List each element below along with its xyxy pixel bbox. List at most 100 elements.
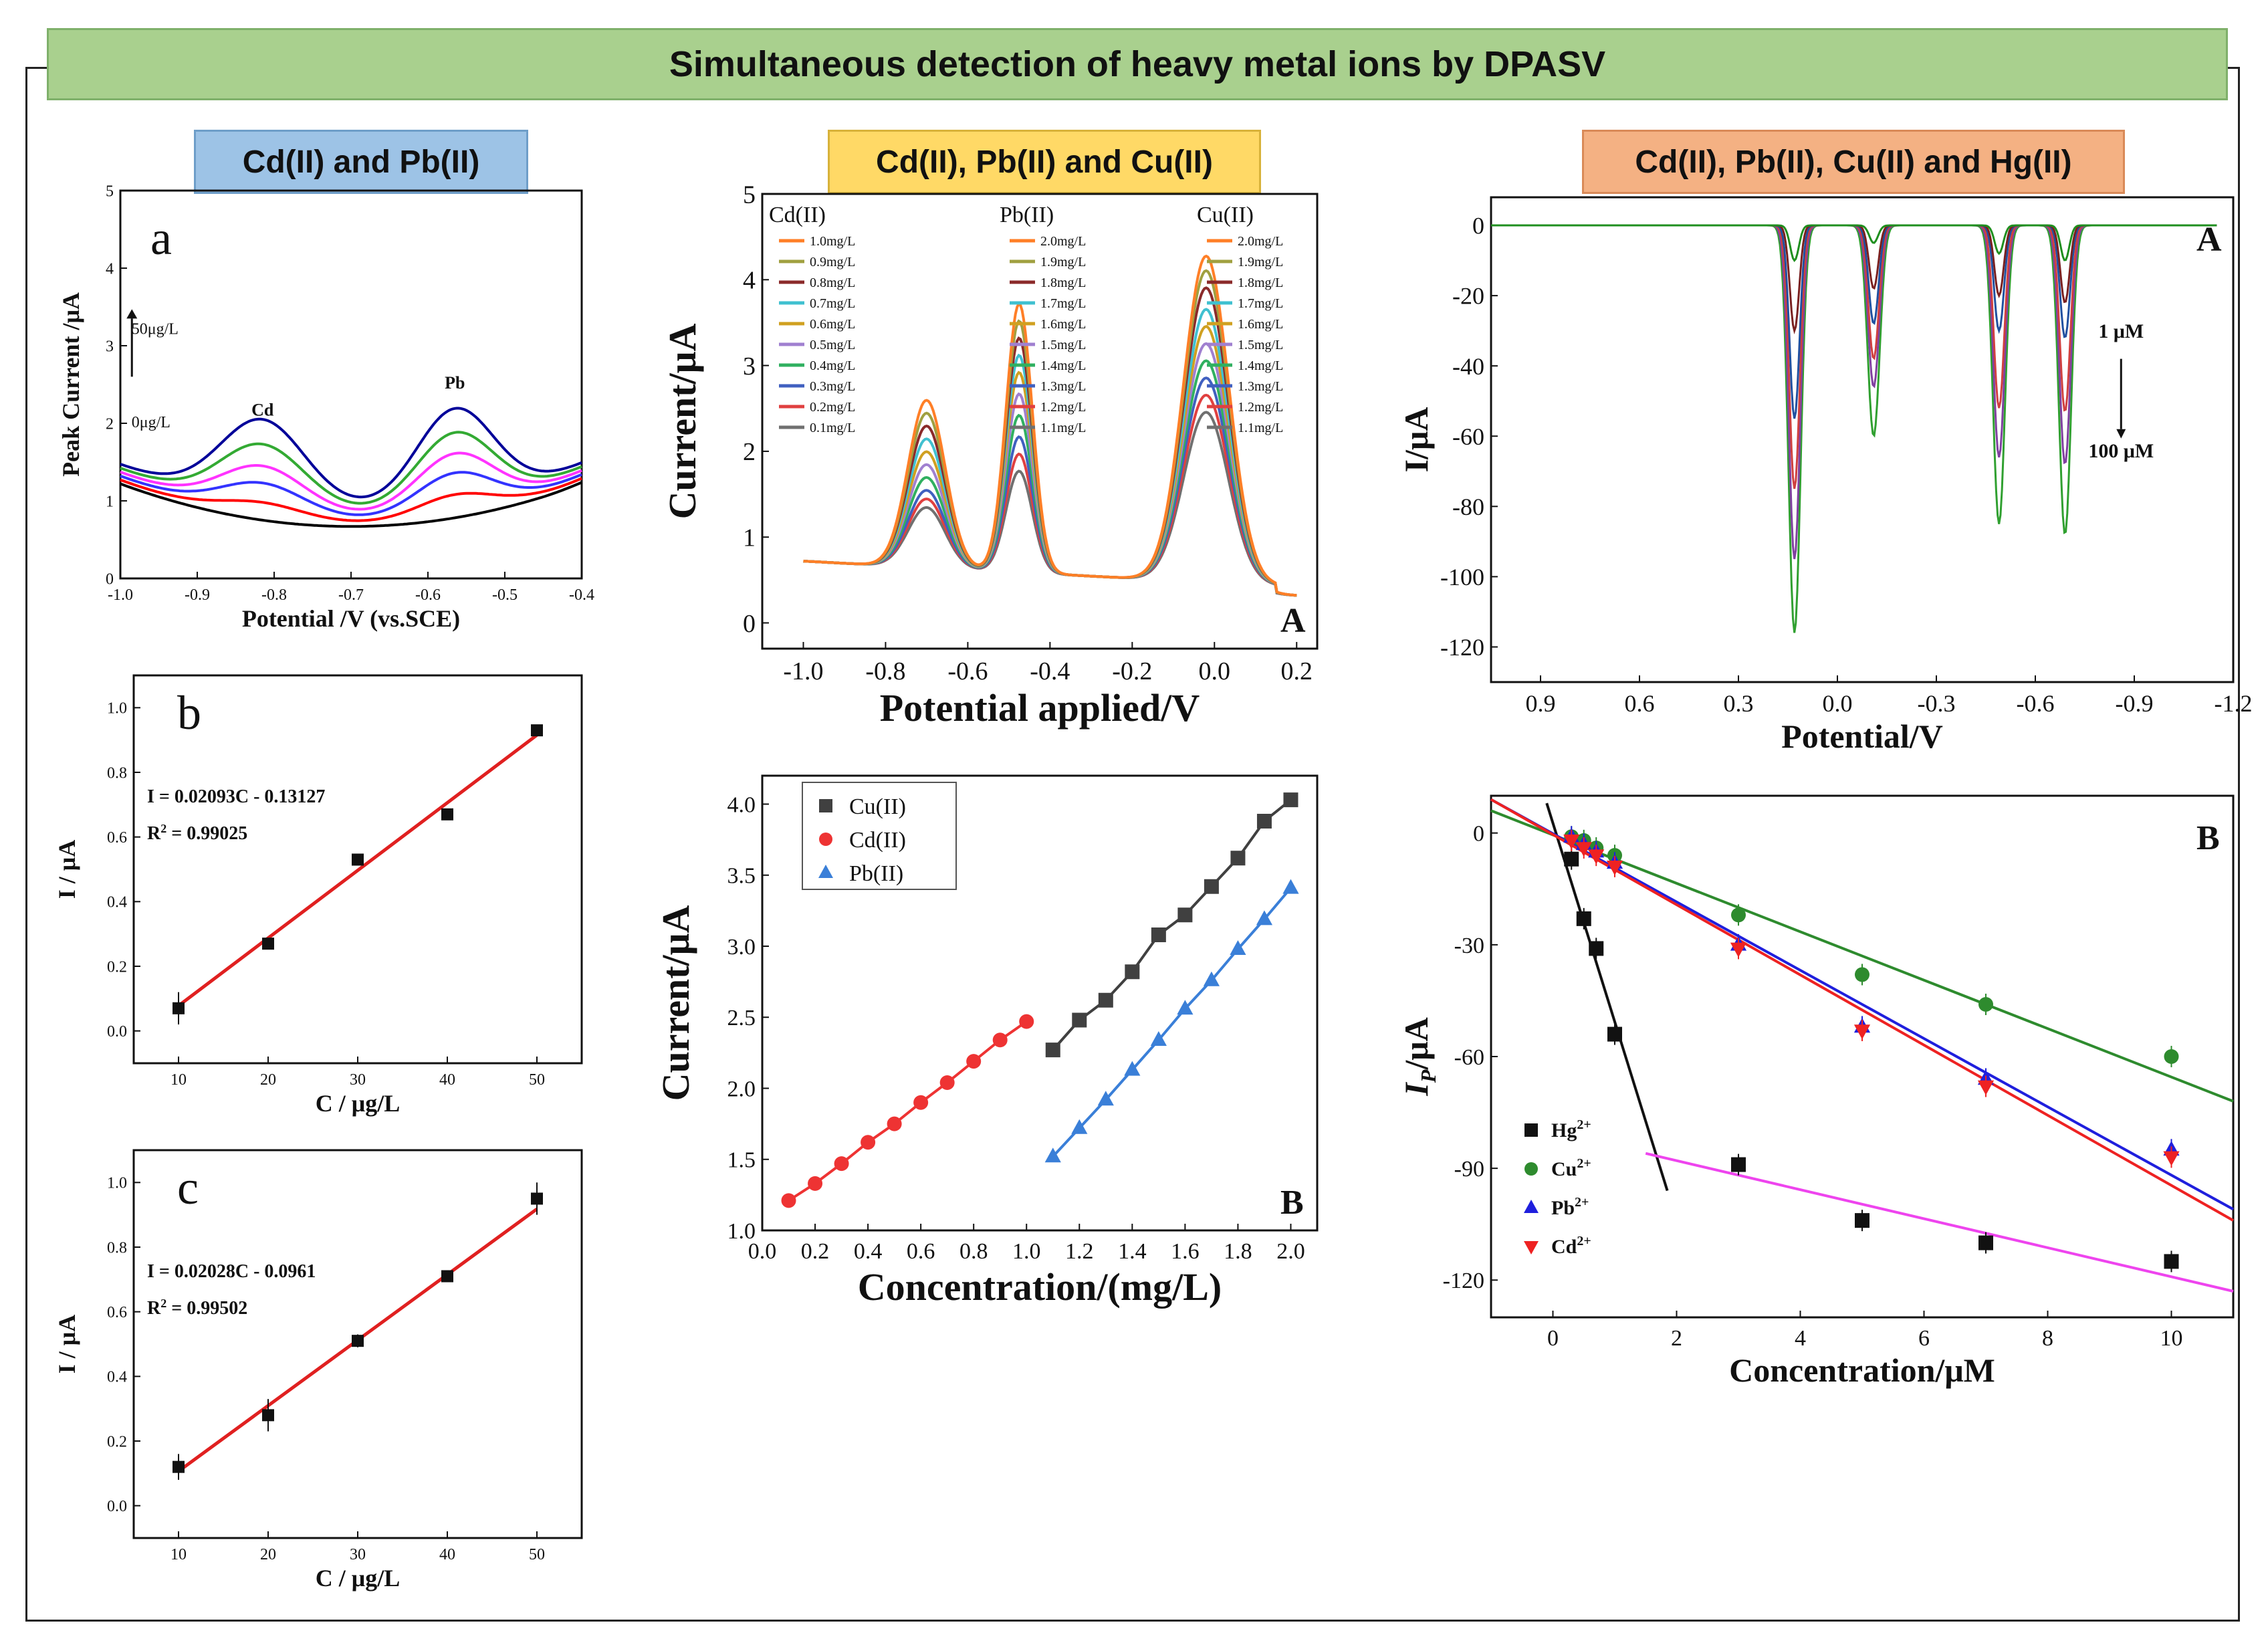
figure-title: Simultaneous detection of heavy metal io… — [47, 28, 2228, 100]
data-point — [441, 1270, 453, 1283]
data-point — [173, 1002, 185, 1014]
data-point — [262, 1409, 274, 1422]
y-tick-label: 0.4 — [107, 894, 127, 911]
legend-label: 0.6mg/L — [810, 317, 855, 332]
legend-label: 1.1mg/L — [1238, 421, 1283, 435]
data-point-Hg — [1731, 1157, 1746, 1172]
x-tick-label: -0.3 — [1918, 690, 1956, 717]
data-point-Cd — [1575, 842, 1592, 857]
y-tick-label: 0.8 — [107, 1239, 127, 1256]
data-point-Cu(II) — [1204, 879, 1219, 894]
y-axis-label: Current/μA — [654, 905, 697, 1101]
curve-30μg/L — [120, 451, 582, 511]
y-tick-label: 4 — [106, 260, 114, 278]
y-tick-label: 1.0 — [727, 1219, 756, 1244]
y-tick-label: -30 — [1454, 934, 1484, 958]
y-tick-label: 0.4 — [107, 1369, 127, 1386]
curve-0μg/L — [120, 481, 582, 528]
x-tick-label: 30 — [350, 1546, 366, 1563]
data-point-Pb(II) — [1150, 1031, 1167, 1047]
data-point — [262, 938, 274, 950]
data-point-Pb(II) — [1282, 879, 1299, 894]
data-point-Hg — [1855, 1213, 1869, 1228]
panel-label-b: b — [177, 686, 201, 740]
data-point — [441, 808, 453, 820]
legend-label: 0.7mg/L — [810, 296, 855, 311]
section-label-cd-pb-cu: Cd(II), Pb(II) and Cu(II) — [828, 130, 1261, 194]
x-tick-label: 10 — [171, 1546, 187, 1563]
legend-label: 1.5mg/L — [1238, 338, 1283, 352]
data-point-Cu — [1855, 967, 1869, 982]
section-label-cd-pb-cu-hg: Cd(II), Pb(II), Cu(II) and Hg(II) — [1582, 130, 2125, 194]
legend-label: 0.4mg/L — [810, 358, 855, 373]
legend-label: 0.5mg/L — [810, 338, 855, 352]
y-tick-label: 3 — [106, 338, 114, 355]
x-axis-label: Concentration/μM — [1729, 1351, 1995, 1389]
equation: I = 0.02093C - 0.13127 — [147, 786, 325, 807]
x-tick-label: 0.3 — [1724, 690, 1754, 717]
x-tick-label: 0.6 — [907, 1239, 935, 1264]
legend-label: 0.9mg/L — [810, 255, 855, 269]
x-tick-label: 6 — [1918, 1326, 1930, 1351]
plot-frame — [761, 774, 1319, 1232]
y-tick-label: 0.6 — [107, 1304, 127, 1321]
data-point-Cu(II) — [1125, 964, 1140, 980]
legend-label: 1.6mg/L — [1238, 317, 1283, 332]
y-tick-label: 0 — [743, 610, 756, 638]
x-tick-label: 50 — [529, 1071, 545, 1089]
y-tick-label: -40 — [1452, 353, 1484, 380]
x-tick-label: -0.7 — [338, 586, 364, 604]
y-tick-label: 4 — [743, 267, 756, 295]
data-point-Cd(II) — [887, 1116, 902, 1131]
x-axis-label: Potential applied/V — [880, 686, 1200, 730]
legend-label: 1.9mg/L — [1238, 255, 1283, 269]
x-tick-label: -1.0 — [783, 657, 823, 685]
legend-label: 0.8mg/L — [810, 276, 855, 290]
legend-header-0: Cd(II) — [769, 203, 826, 227]
x-tick-label: 0.0 — [1199, 657, 1231, 685]
data-point-Cd — [1588, 849, 1605, 865]
legend-label: 1.2mg/L — [1040, 400, 1086, 415]
data-point-Pb(II) — [1071, 1119, 1088, 1134]
data-point-Cd(II) — [861, 1135, 876, 1150]
y-tick-label: 2 — [743, 438, 756, 466]
chart-b-calibration: 10 20 30 40 50 0.0 0.2 0.4 0.6 0.8 1.0 C / μg/L I / … — [53, 674, 583, 1117]
y-tick-label: 0 — [106, 570, 114, 588]
y-axis-label: I/μA — [1397, 407, 1435, 473]
legend-label: 1.2mg/L — [1238, 400, 1283, 415]
data-point-Cd — [1730, 942, 1747, 958]
x-tick-label: 2.0 — [1276, 1239, 1305, 1264]
legend-label: 1.8mg/L — [1238, 276, 1283, 290]
y-tick-label: 5 — [743, 181, 756, 209]
x-tick-label: 1.0 — [1012, 1239, 1041, 1264]
curve-5 — [1491, 224, 2217, 633]
y-tick-label: 2.5 — [727, 1006, 756, 1030]
legend-label: 1.4mg/L — [1040, 358, 1086, 373]
data-point-Pb(II) — [1097, 1091, 1114, 1106]
x-tick-label: -0.8 — [865, 657, 905, 685]
legend-marker — [1524, 1200, 1539, 1213]
y-tick-label: 2.0 — [727, 1077, 756, 1101]
legend-header-1: Pb(II) — [1000, 203, 1054, 227]
annotation-top: 1 μM — [2098, 320, 2144, 342]
data-point-Cu — [1978, 997, 1993, 1012]
fit-line-0 — [1545, 802, 1669, 1192]
y-axis-label: Current/μA — [661, 324, 704, 520]
y-tick-label: 1 — [743, 524, 756, 552]
r-squared: R2 = 0.99502 — [147, 1297, 247, 1319]
fit-line-3 — [1490, 798, 2234, 1222]
x-tick-label: 10 — [2160, 1326, 2183, 1351]
r-squared: R2 = 0.99025 — [147, 822, 247, 844]
legend-label: 0.3mg/L — [810, 379, 855, 394]
y-tick-label: -100 — [1440, 564, 1484, 590]
annotation-bottom: 0μg/L — [132, 414, 171, 431]
data-point-Cd — [1853, 1024, 1871, 1040]
data-point — [531, 1192, 543, 1205]
legend-marker — [1524, 1123, 1538, 1137]
series-line-Cd(II) — [788, 1020, 1028, 1202]
x-tick-label: 1.2 — [1065, 1239, 1094, 1264]
fit-line — [177, 734, 538, 1007]
x-tick-label: 4 — [1795, 1326, 1806, 1351]
x-axis-label: C / μg/L — [316, 1565, 400, 1592]
legend-marker — [819, 799, 832, 812]
